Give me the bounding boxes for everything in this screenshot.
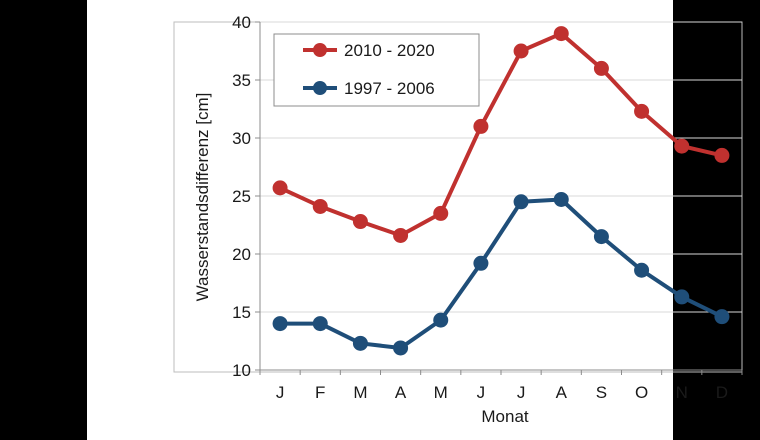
data-point [473,118,489,134]
series-points [272,26,730,356]
y-tick-label: 20 [232,245,251,264]
data-point [473,255,489,271]
y-tick-label: 15 [232,303,251,322]
data-point [393,340,409,356]
y-axis-title: Wasserstandsdifferenz [cm] [193,93,212,302]
data-point [272,316,288,332]
line-chart: 10 15 20 25 30 35 40 J F M A M J J A S O N D Monat Wasser… [173,13,743,426]
y-tick-label: 10 [232,361,251,380]
data-point [393,227,409,243]
x-tick-label: D [716,383,728,402]
y-tick-label: 30 [232,129,251,148]
x-tick-label: F [315,383,325,402]
data-point [352,214,368,230]
data-point [593,229,609,245]
data-point [634,262,650,278]
data-point [352,335,368,351]
x-tick-label: J [517,383,526,402]
data-point [433,312,449,328]
chart-figure: 10 15 20 25 30 35 40 J F M A M J J A S O N D Monat Wasser… [87,0,743,440]
legend-box [273,33,480,107]
x-tick-label: M [434,383,448,402]
data-point [674,138,690,154]
data-point [513,194,529,210]
series-line-2 [280,197,723,350]
legend-marker-1 [313,43,327,57]
y-tick-label: 25 [232,187,251,206]
x-tick-label: N [676,383,688,402]
data-point [714,147,730,163]
x-tick-label: A [556,383,568,402]
legend-items: 2010 - 2020 1997 - 2006 [303,41,435,98]
y-tick-label: 40 [232,13,251,32]
y-tick-labels: 10 15 20 25 30 35 40 [232,13,251,380]
x-tick-label: S [596,383,607,402]
legend-marker-2 [313,81,327,95]
x-tick-label: A [395,383,407,402]
data-point [553,26,569,42]
legend-label-1: 2010 - 2020 [344,41,435,60]
data-point [513,43,529,59]
data-point [593,60,609,76]
data-point [714,309,730,325]
x-axis-title: Monat [481,407,529,426]
data-point [272,180,288,196]
y-tick-label: 35 [232,71,251,90]
data-point [634,103,650,119]
legend-label-2: 1997 - 2006 [344,79,435,98]
data-point [674,289,690,305]
data-point [433,205,449,221]
x-tick-label: J [276,383,285,402]
data-point [312,198,328,214]
legend: 2010 - 2020 1997 - 2006 [273,33,480,107]
data-point [312,316,328,332]
data-point [553,191,569,207]
x-tick-label: J [477,383,486,402]
gridlines [255,21,743,375]
x-tick-label: O [635,383,648,402]
x-tick-label: M [353,383,367,402]
